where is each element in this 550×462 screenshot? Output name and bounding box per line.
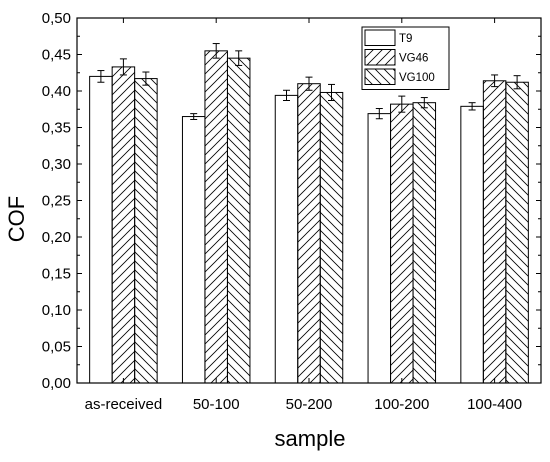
legend-swatch-t9 xyxy=(364,29,396,46)
bar-vg46-100-200 xyxy=(390,103,414,384)
error-bar-vg46-50-100 xyxy=(212,43,220,59)
bar-vg100-100-400 xyxy=(505,81,529,384)
bar-t9-100-400 xyxy=(460,105,484,384)
bar-vg46-50-100 xyxy=(204,50,228,384)
y-tick-labels: 0,00 0,05 0,10 0,15 0,20 0,25 0,30 0,35 0,40 0,45… xyxy=(42,10,71,392)
bar-vg100-50-100 xyxy=(226,57,251,384)
error-bar-t9-50-100 xyxy=(190,113,198,120)
bar-t9-50-200 xyxy=(274,94,299,384)
y-tick-label: 0,35 xyxy=(42,120,71,137)
x-tick-label: 100-400 xyxy=(467,396,522,413)
legend-swatch-vg100 xyxy=(364,68,396,85)
error-bar-t9-100-400 xyxy=(468,102,476,111)
y-axis-title: COF xyxy=(4,196,29,242)
y-tick-label: 0,40 xyxy=(42,83,71,100)
legend: T9 VG46 VG100 xyxy=(361,26,450,90)
legend-swatch-vg46 xyxy=(364,49,396,66)
error-bar-vg46-as-received xyxy=(119,58,127,76)
y-tick-label: 0,10 xyxy=(42,302,71,319)
error-bar-vg100-50-200 xyxy=(328,83,335,101)
bar-t9-50-100 xyxy=(181,116,206,384)
x-tick-label: 100-200 xyxy=(374,396,429,413)
legend-label-vg46: VG46 xyxy=(399,53,428,65)
error-bar-vg46-50-200 xyxy=(305,76,313,91)
x-tick-labels: as-received 50-100 50-200 100-200 100-400 xyxy=(85,396,523,413)
bar-vg100-100-200 xyxy=(412,102,437,384)
error-bar-t9-as-received xyxy=(97,70,105,83)
bar-vg100-50-200 xyxy=(319,91,344,384)
error-bar-vg100-100-200 xyxy=(420,97,428,109)
error-bar-t9-100-200 xyxy=(375,108,383,120)
bar-series-group xyxy=(89,50,529,384)
x-tick-label: 50-200 xyxy=(286,396,333,413)
x-tick-label: as-received xyxy=(85,396,163,413)
bar-vg100-as-received xyxy=(134,78,158,384)
error-bar-vg100-100-400 xyxy=(513,75,521,90)
legend-label-vg100: VG100 xyxy=(399,72,435,84)
bar-vg46-100-400 xyxy=(482,80,507,384)
error-bar-group xyxy=(97,43,521,120)
y-tick-label: 0,05 xyxy=(42,339,71,356)
x-tick-label: 50-100 xyxy=(193,396,240,413)
axes-group xyxy=(76,17,542,384)
error-bar-vg100-50-100 xyxy=(235,50,243,66)
legend-label-t9: T9 xyxy=(399,33,412,45)
y-tick-label: 0,25 xyxy=(42,193,71,210)
y-tick-label: 0,15 xyxy=(42,266,71,283)
y-tick-label: 0,00 xyxy=(42,375,71,392)
bar-t9-as-received xyxy=(89,75,113,384)
bar-vg46-50-200 xyxy=(297,83,321,384)
bar-t9-100-200 xyxy=(367,113,392,384)
y-tick-label: 0,20 xyxy=(42,229,71,246)
y-tick-label: 0,50 xyxy=(42,10,71,27)
error-bar-vg100-as-received xyxy=(142,71,150,86)
x-axis-title: sample xyxy=(275,426,346,451)
y-tick-label: 0,45 xyxy=(42,47,71,64)
error-bar-vg46-100-400 xyxy=(491,74,499,88)
error-bar-t9-50-200 xyxy=(283,89,290,101)
y-tick-label: 0,30 xyxy=(42,156,71,173)
bar-vg46-as-received xyxy=(111,66,136,384)
error-bar-vg46-100-200 xyxy=(398,95,406,113)
